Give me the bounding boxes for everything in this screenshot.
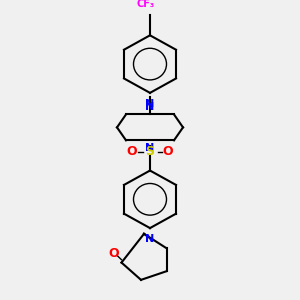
Text: O: O <box>163 145 173 158</box>
Text: O: O <box>127 145 137 158</box>
Text: N: N <box>146 143 154 153</box>
Text: N: N <box>146 99 154 109</box>
Text: N: N <box>146 234 154 244</box>
Text: N: N <box>146 102 154 112</box>
Text: CF₃: CF₃ <box>136 0 154 9</box>
Text: S: S <box>146 145 154 158</box>
Text: O: O <box>109 248 119 260</box>
